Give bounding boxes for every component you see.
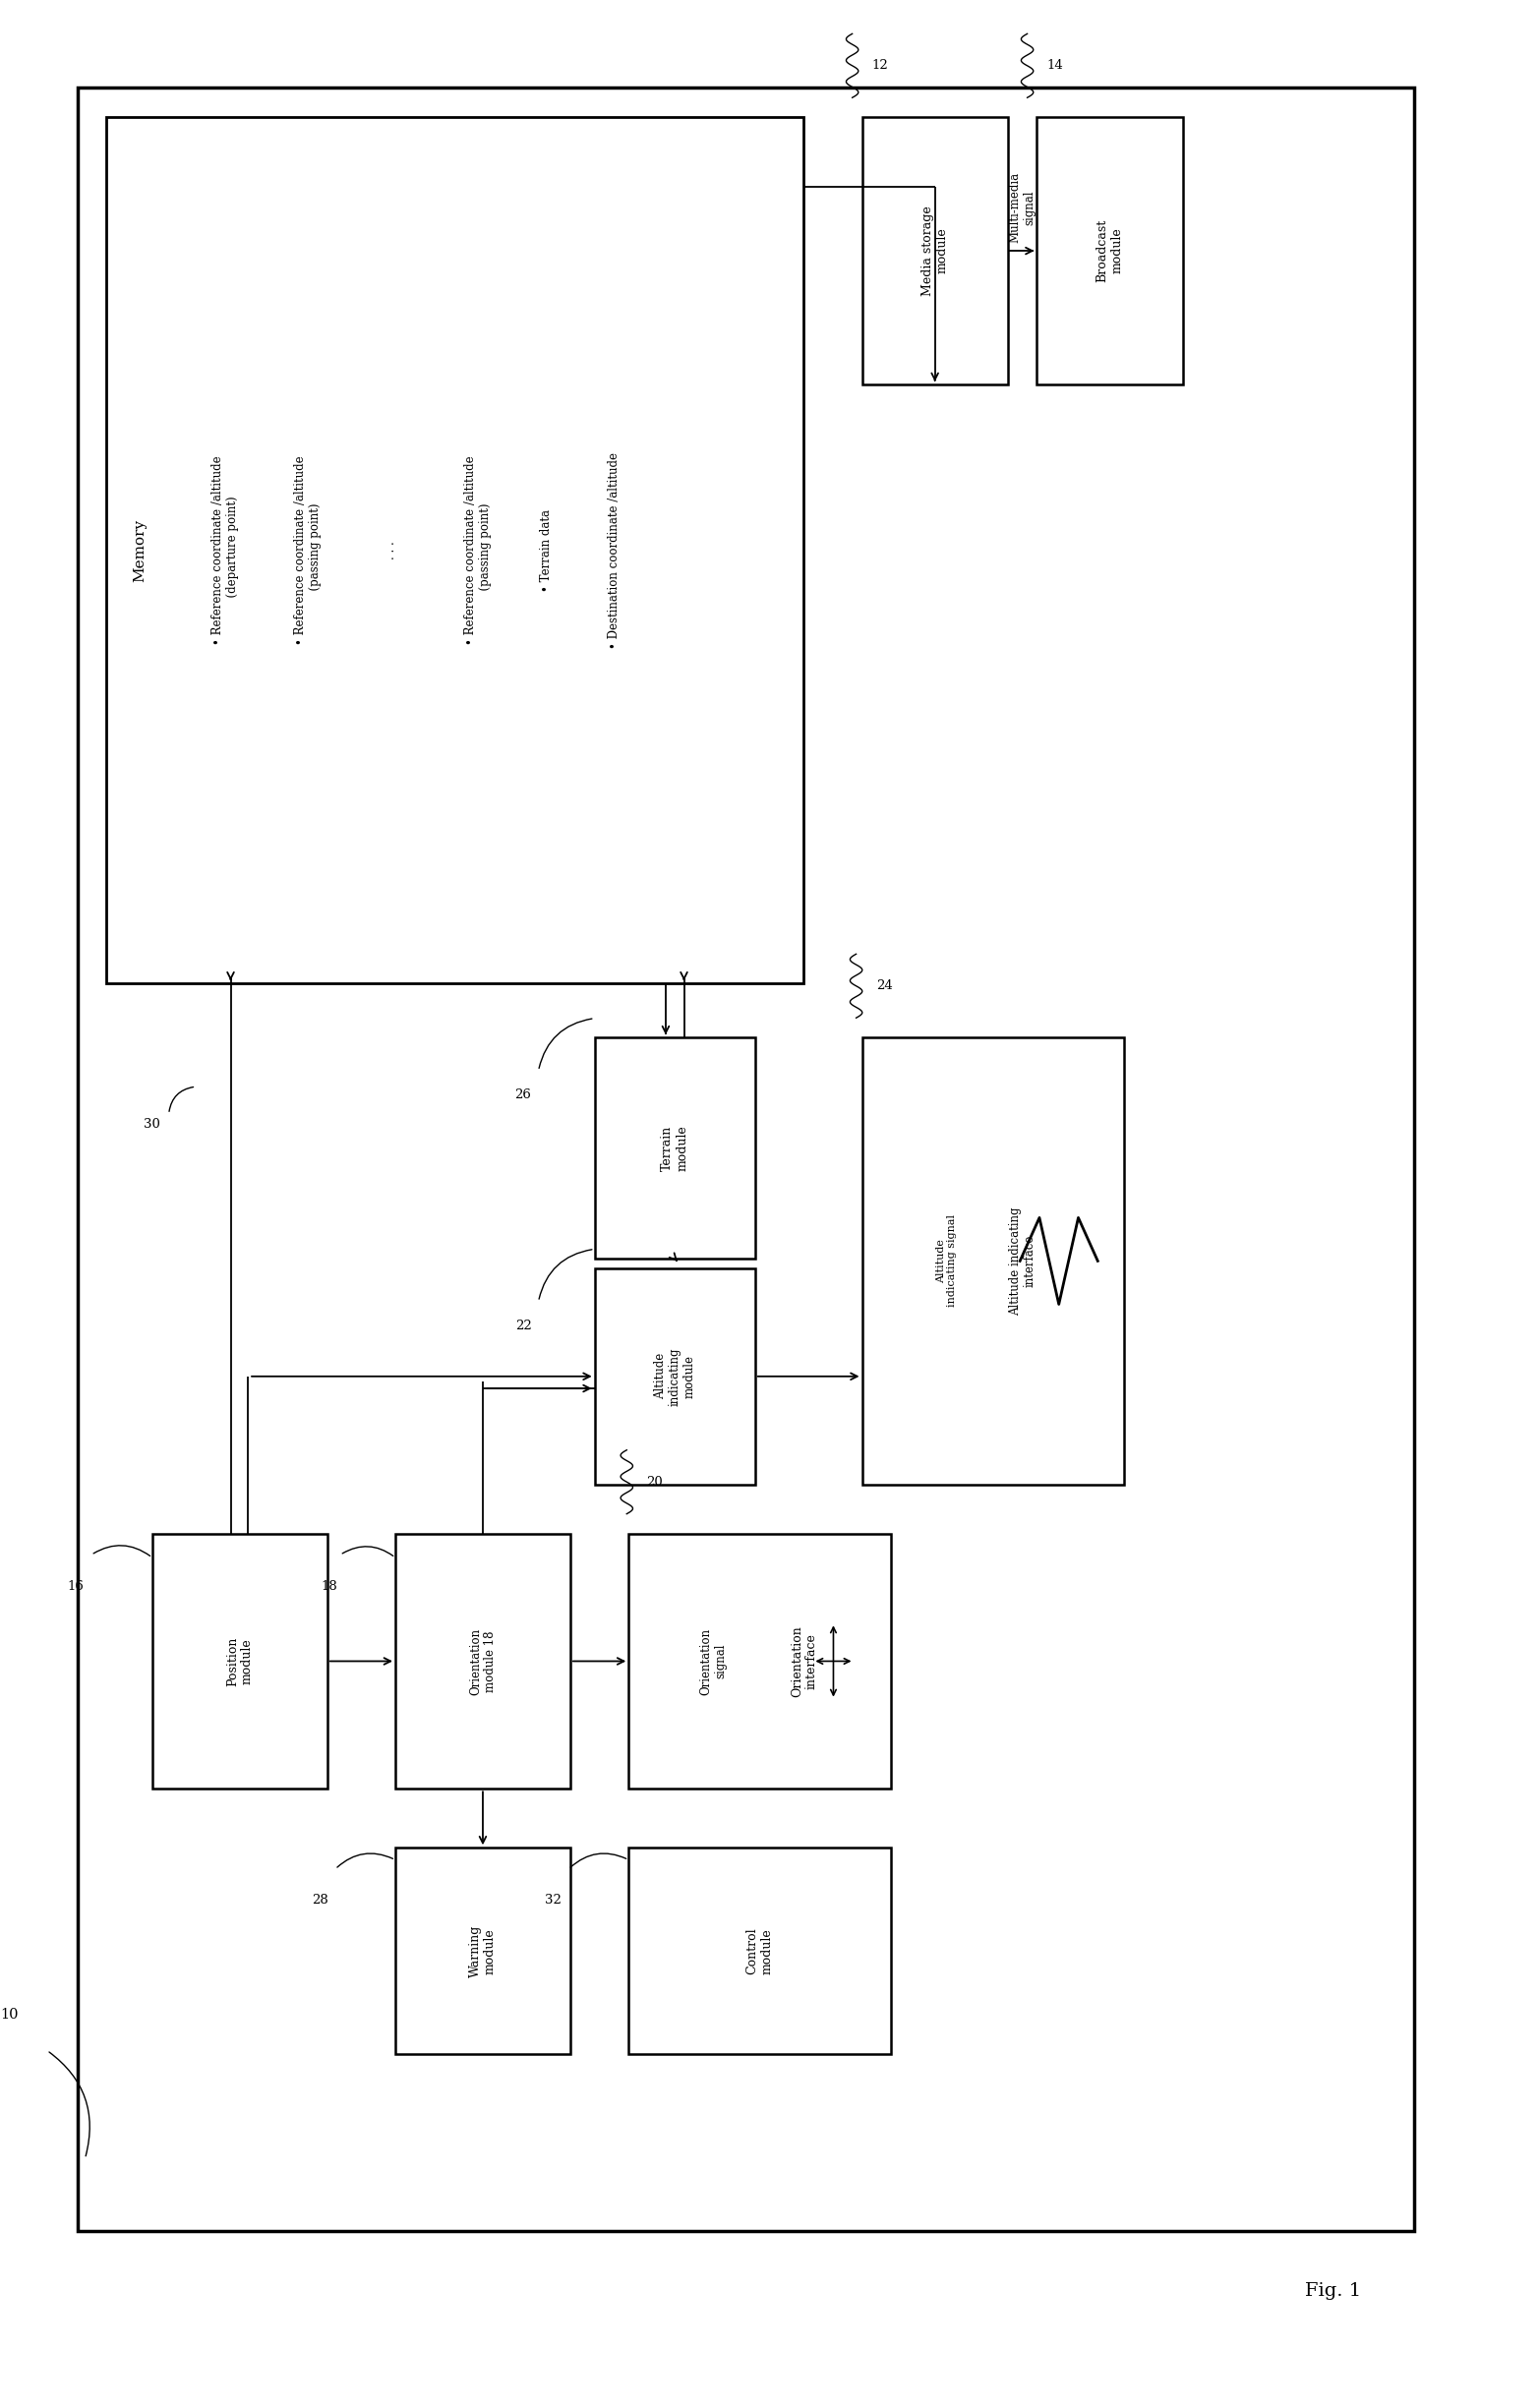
- Bar: [862, 1038, 1124, 1483]
- Text: Media storage
module: Media storage module: [921, 205, 949, 296]
- Bar: [152, 1534, 328, 1789]
- Text: Altitude indicating
interface: Altitude indicating interface: [1009, 1206, 1036, 1315]
- Text: Altitude
indicating
module: Altitude indicating module: [653, 1346, 696, 1406]
- Text: Broadcast
module: Broadcast module: [1096, 219, 1124, 282]
- Text: Position
module: Position module: [226, 1637, 254, 1686]
- Bar: [628, 1534, 892, 1789]
- Text: 18: 18: [322, 1580, 337, 1592]
- Text: 16: 16: [68, 1580, 85, 1592]
- Text: 32: 32: [545, 1895, 562, 1907]
- Text: 12: 12: [872, 60, 889, 72]
- Bar: [628, 1847, 892, 2054]
- Text: 24: 24: [876, 980, 892, 992]
- Bar: [594, 1269, 755, 1483]
- Text: Orientation
module 18: Orientation module 18: [470, 1628, 496, 1695]
- Bar: [862, 118, 1007, 385]
- Text: · · ·: · · ·: [390, 542, 402, 559]
- Text: 14: 14: [1047, 60, 1064, 72]
- Text: Terrain
module: Terrain module: [661, 1125, 688, 1170]
- Bar: [594, 1038, 755, 1259]
- Text: 28: 28: [311, 1895, 328, 1907]
- Text: Multi-media
signal: Multi-media signal: [1009, 171, 1036, 243]
- Text: Altitude
indicating signal: Altitude indicating signal: [936, 1214, 958, 1308]
- Text: Control
module: Control module: [745, 1926, 773, 1975]
- Text: Fig. 1: Fig. 1: [1304, 2283, 1361, 2300]
- Text: Orientation
signal: Orientation signal: [699, 1628, 727, 1695]
- Bar: [1036, 118, 1183, 385]
- Text: • Terrain data: • Terrain data: [539, 508, 553, 592]
- Bar: [396, 1534, 570, 1789]
- Text: • Reference coordinate /altitude
  (passing point): • Reference coordinate /altitude (passin…: [294, 455, 322, 645]
- Bar: [77, 87, 1414, 2230]
- Text: • Reference coordinate /altitude
  (passing point): • Reference coordinate /altitude (passin…: [464, 455, 491, 645]
- Text: Memory: Memory: [132, 518, 146, 583]
- Text: • Destination coordinate /altitude: • Destination coordinate /altitude: [608, 453, 621, 648]
- Text: 26: 26: [514, 1088, 531, 1100]
- Text: Warning
module: Warning module: [470, 1924, 496, 1977]
- Text: Orientation
interface: Orientation interface: [790, 1625, 818, 1698]
- Text: 30: 30: [143, 1117, 160, 1132]
- Text: 20: 20: [647, 1476, 662, 1488]
- Text: 10: 10: [0, 2008, 18, 2020]
- Bar: [106, 118, 804, 982]
- Text: • Reference coordinate /altitude
  (departure point): • Reference coordinate /altitude (depart…: [211, 455, 239, 645]
- Bar: [396, 1847, 570, 2054]
- Text: 22: 22: [514, 1320, 531, 1332]
